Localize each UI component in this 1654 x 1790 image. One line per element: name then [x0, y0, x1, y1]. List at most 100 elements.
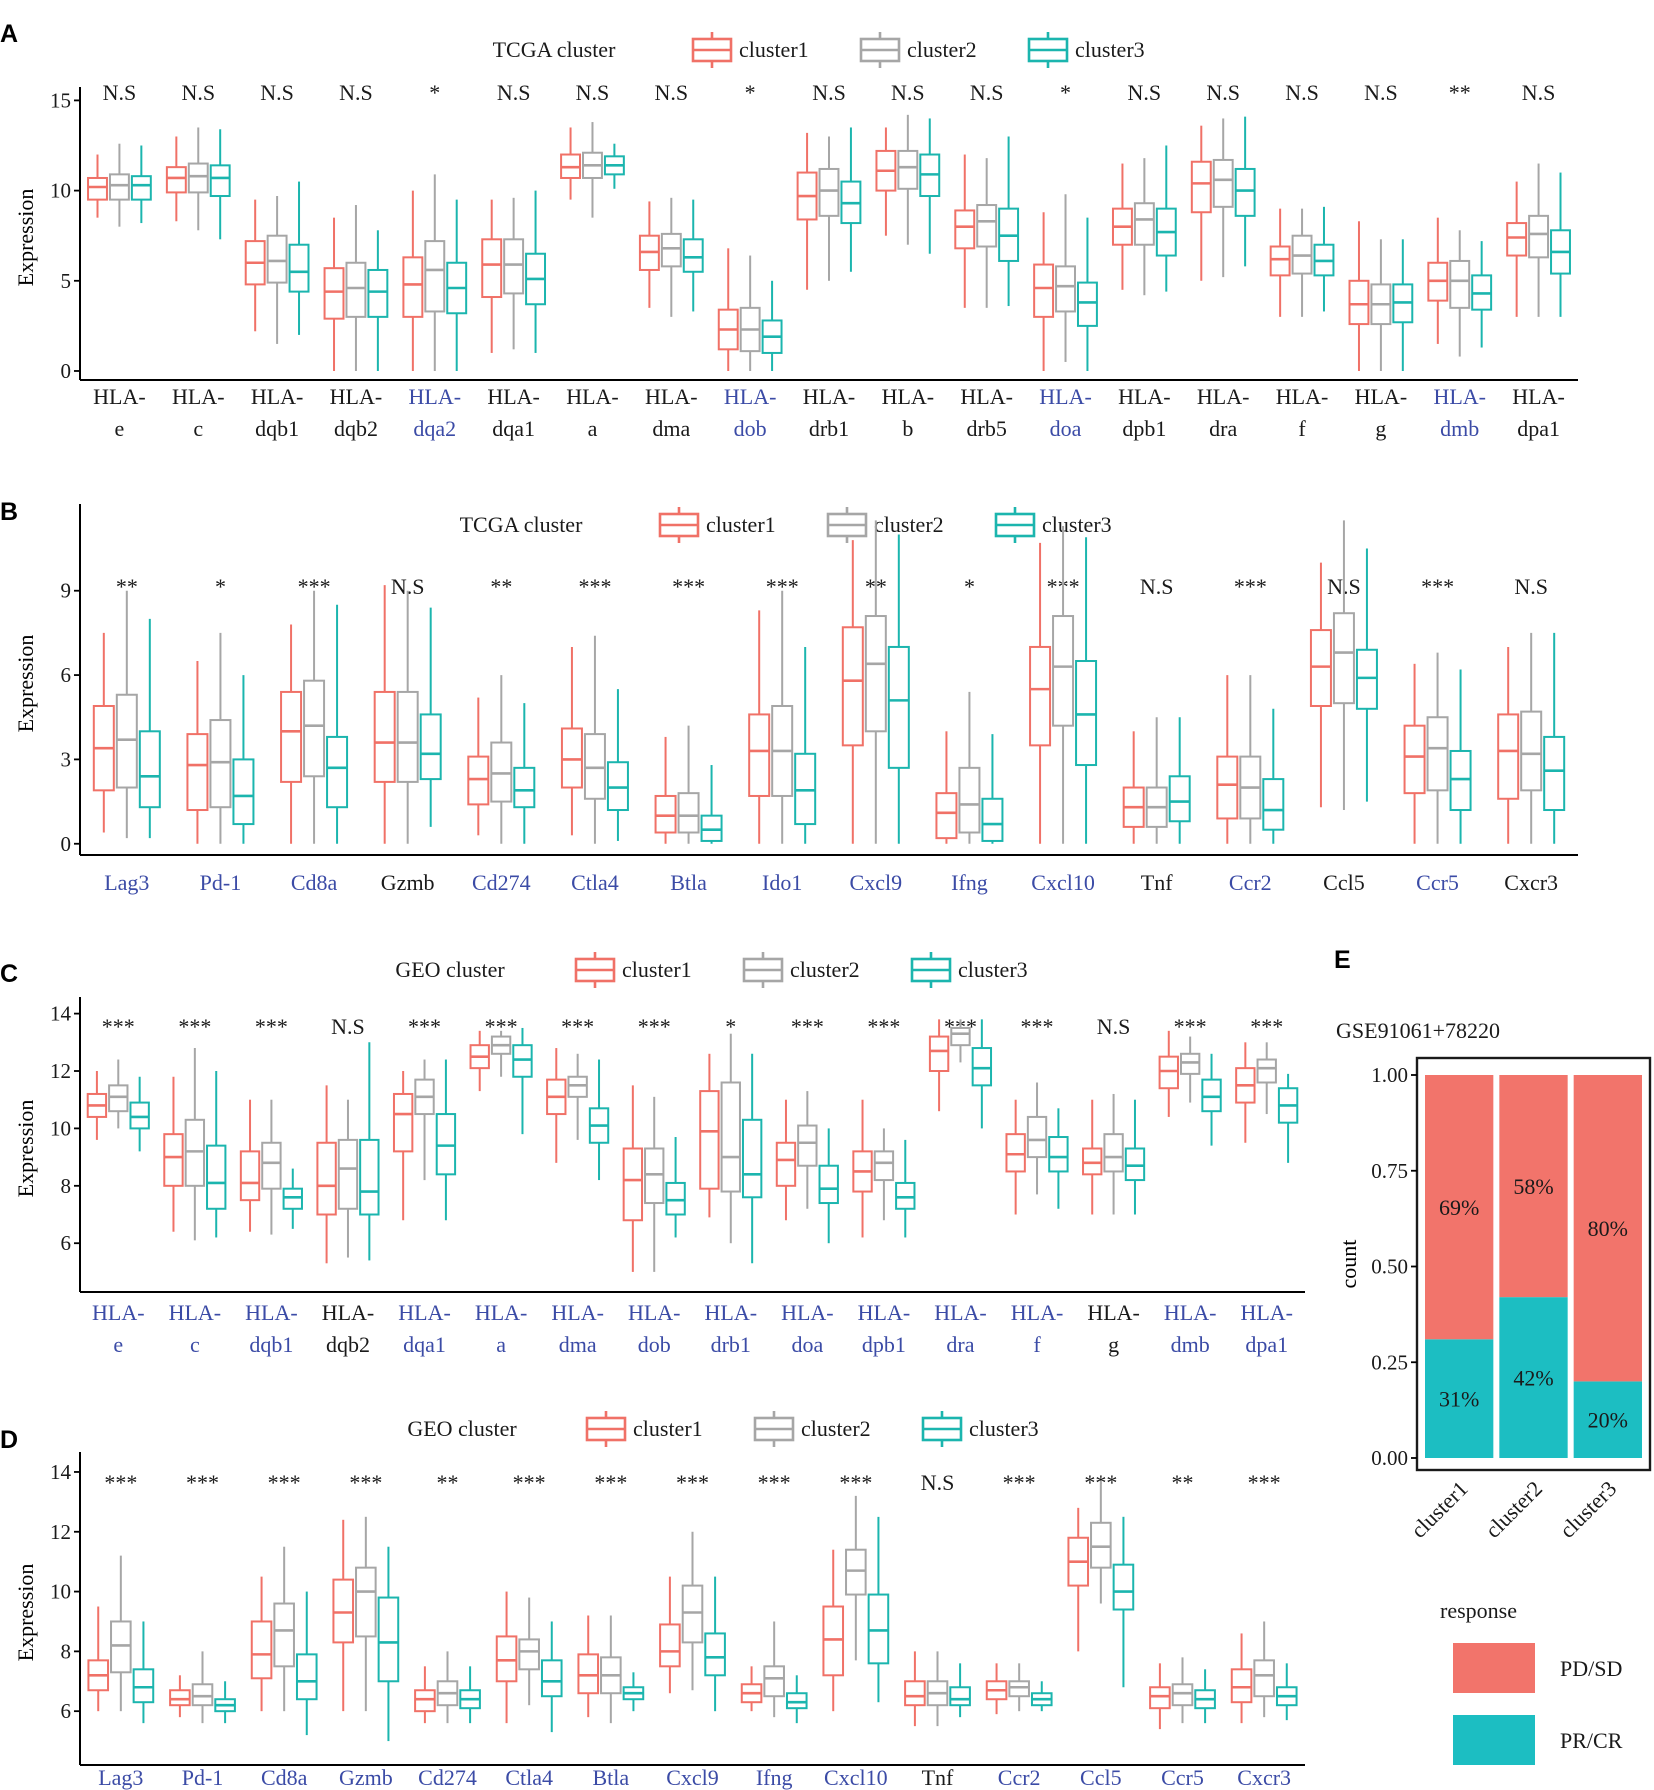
data-label: 58% [1513, 1174, 1553, 1199]
box-cluster2 [818, 136, 840, 281]
x-tick-label: HLA- [1164, 1300, 1217, 1325]
gene-group-HLA-c: *** HLA-c [163, 1014, 227, 1357]
legend-label: cluster1 [706, 512, 776, 537]
box-cluster2 [108, 1059, 129, 1129]
box-cluster1 [699, 1053, 720, 1218]
gene-group-HLA-g: N.S HLA-g [1348, 80, 1414, 441]
box-cluster2 [503, 197, 525, 350]
x-tick-label: Ctla4 [571, 870, 619, 895]
gene-group-HLA-dpa1: N.S HLA-dpa1 [1506, 80, 1571, 441]
y-tick-label: 10 [50, 179, 71, 203]
legend-label: cluster3 [1042, 512, 1112, 537]
box-cluster2 [115, 590, 138, 839]
x-tick-label: dra [946, 1332, 974, 1357]
box-cluster3 [288, 181, 310, 335]
significance-label: N.S [812, 80, 846, 105]
significance-label: * [745, 80, 756, 105]
box-cluster3 [1275, 1663, 1298, 1721]
box-cluster2 [303, 590, 326, 844]
gene-group-HLA-dmb: ** HLA-dmb [1427, 80, 1493, 441]
significance-label: N.S [260, 80, 294, 105]
box-cluster1 [392, 1071, 414, 1221]
y-tick-label: 6 [61, 663, 72, 687]
box-cluster1 [875, 127, 897, 236]
significance-label: N.S [103, 80, 137, 105]
box-cluster2 [1426, 652, 1449, 844]
box-cluster2 [1090, 1480, 1112, 1604]
box-cluster3 [232, 675, 255, 844]
x-tick-label: Cd8a [291, 870, 338, 895]
x-tick-label: HLA- [93, 384, 146, 409]
x-tick-label: Tnf [922, 1765, 954, 1790]
box-cluster3 [761, 280, 783, 371]
box-cluster3 [818, 1128, 839, 1244]
box-cluster2 [273, 1546, 295, 1712]
box-cluster3 [981, 734, 1004, 844]
y-tick-label: 0.00 [1371, 1446, 1408, 1470]
significance-label: N.S [181, 80, 215, 105]
box-cluster3 [459, 1666, 481, 1724]
gene-group-Lag3: *** Lag3 [87, 1470, 155, 1790]
y-axis-label: Expression [13, 635, 38, 733]
x-tick-label: f [1298, 416, 1306, 441]
legend-item-cluster1: cluster1 [585, 1411, 703, 1447]
legend-label: PR/CR [1560, 1728, 1623, 1753]
legend-label: cluster2 [790, 957, 860, 982]
box-cluster2 [976, 158, 998, 308]
box-cluster3 [1076, 217, 1098, 371]
box-cluster1 [1149, 1663, 1171, 1730]
y-tick-label: 10 [50, 1116, 71, 1140]
x-tick-label: HLA- [322, 1300, 375, 1325]
x-tick-label: HLA- [724, 384, 777, 409]
x-tick-label: HLA- [628, 1300, 681, 1325]
x-tick-label: Gzmb [381, 870, 435, 895]
legend-swatch [1453, 1715, 1535, 1765]
significance-label: *** [1234, 574, 1267, 599]
legend-item-cluster3: cluster3 [910, 952, 1028, 988]
box-cluster1 [654, 736, 677, 844]
gene-group-Ifng: * Ifng [935, 574, 1004, 895]
x-tick-label: Cd274 [418, 1765, 477, 1790]
x-tick-label: Btla [670, 870, 707, 895]
legend-title: GEO cluster [395, 957, 505, 982]
box-cluster3 [1392, 239, 1414, 371]
significance-label: * [1060, 80, 1071, 105]
x-tick-label: HLA- [781, 1300, 834, 1325]
box-cluster1 [323, 217, 345, 371]
legend-title: response [1440, 1598, 1517, 1623]
box-cluster2 [337, 1099, 359, 1258]
gene-group-Gzmb: *** Gzmb [332, 1470, 400, 1790]
box-cluster1 [928, 1019, 950, 1112]
box-cluster1 [822, 1549, 845, 1712]
x-tick-label: Btla [592, 1765, 629, 1790]
box-cluster1 [87, 1606, 110, 1712]
x-tick-label: HLA- [1087, 1300, 1140, 1325]
x-tick-label: drb5 [967, 416, 1007, 441]
box-cluster2 [1133, 158, 1155, 296]
y-axis-label: Expression [13, 189, 38, 287]
significance-label: N.S [1206, 80, 1240, 105]
box-cluster2 [864, 520, 887, 844]
legend-label: cluster2 [801, 1416, 871, 1441]
box-cluster2 [681, 1531, 704, 1691]
box-cluster2 [950, 1019, 971, 1063]
x-tick-label: dqb1 [249, 1332, 293, 1357]
box-cluster3 [367, 230, 389, 371]
gene-group-Ifng: *** Ifng [740, 1470, 808, 1790]
x-tick-label: dqa1 [403, 1332, 446, 1357]
gene-group-HLA-dpa1: *** HLA-dpa1 [1235, 1014, 1299, 1357]
gene-group-HLA-dqa1: N.S HLA-dqa1 [481, 80, 547, 441]
gene-group-HLA-dra: ***HLA-dra [928, 1014, 993, 1357]
x-tick-label: HLA- [172, 384, 225, 409]
panel-letter: A [0, 20, 18, 48]
significance-label: *** [758, 1470, 791, 1495]
gene-group-HLA-dra: N.S HLA-dra [1190, 80, 1256, 441]
box-cluster3 [785, 1675, 808, 1724]
gene-group-Pd-1: *** Pd-1 [169, 1470, 236, 1790]
bar-segment-prcr [1499, 1297, 1568, 1458]
x-tick-label: Gzmb [339, 1765, 393, 1790]
significance-label: *** [867, 1014, 900, 1039]
box-cluster1 [577, 1615, 600, 1718]
box-cluster1 [280, 624, 303, 844]
x-tick-label: HLA- [882, 384, 935, 409]
